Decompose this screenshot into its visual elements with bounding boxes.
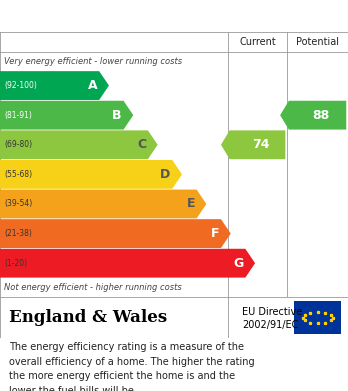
Text: F: F: [211, 227, 219, 240]
Text: (39-54): (39-54): [4, 199, 32, 208]
Polygon shape: [0, 249, 255, 278]
Text: (55-68): (55-68): [4, 170, 32, 179]
Polygon shape: [0, 219, 231, 248]
Text: England & Wales: England & Wales: [9, 309, 167, 326]
Bar: [294, 301, 341, 334]
Polygon shape: [0, 190, 206, 219]
Text: G: G: [234, 257, 244, 270]
Polygon shape: [280, 101, 346, 129]
Text: A: A: [88, 79, 97, 92]
Text: Current: Current: [239, 37, 276, 47]
Text: (21-38): (21-38): [4, 229, 32, 238]
Text: Energy Efficiency Rating: Energy Efficiency Rating: [9, 8, 256, 26]
Text: (92-100): (92-100): [4, 81, 37, 90]
Text: Potential: Potential: [296, 37, 339, 47]
Text: Very energy efficient - lower running costs: Very energy efficient - lower running co…: [4, 57, 182, 66]
Text: 74: 74: [252, 138, 270, 151]
Polygon shape: [0, 101, 133, 129]
Polygon shape: [0, 71, 109, 100]
Text: C: C: [137, 138, 146, 151]
Text: (81-91): (81-91): [4, 111, 32, 120]
Text: Not energy efficient - higher running costs: Not energy efficient - higher running co…: [4, 283, 182, 292]
Text: B: B: [112, 109, 122, 122]
Polygon shape: [221, 130, 285, 159]
Polygon shape: [0, 160, 182, 189]
Text: D: D: [160, 168, 171, 181]
Text: 2002/91/EC: 2002/91/EC: [242, 320, 298, 330]
Polygon shape: [0, 130, 158, 159]
Text: (69-80): (69-80): [4, 140, 32, 149]
Text: 88: 88: [313, 109, 330, 122]
Text: The energy efficiency rating is a measure of the
overall efficiency of a home. T: The energy efficiency rating is a measur…: [9, 343, 254, 391]
Text: (1-20): (1-20): [4, 259, 27, 268]
Text: E: E: [187, 197, 195, 210]
Text: EU Directive: EU Directive: [242, 307, 302, 317]
